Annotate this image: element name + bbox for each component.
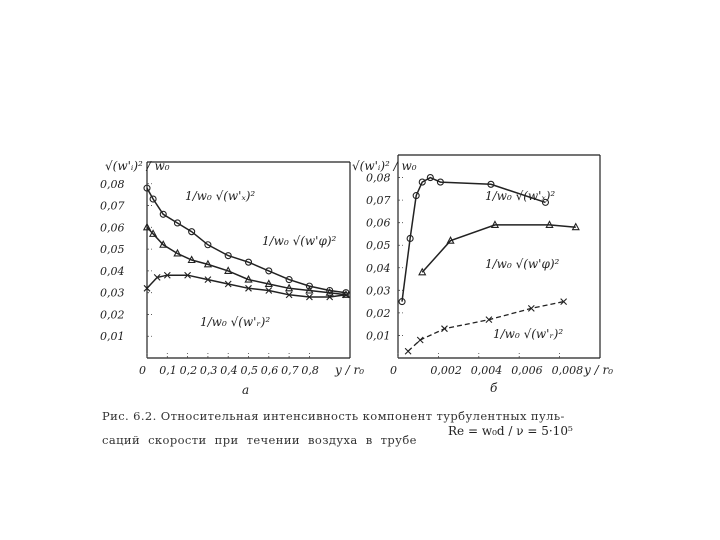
data-point-circle xyxy=(244,258,253,266)
data-point-triangle xyxy=(142,222,152,231)
x-tick-label: 0,002 xyxy=(430,364,462,377)
y-tick-label: 0,02 xyxy=(100,308,125,321)
x-tick-label: 0,6 xyxy=(261,364,279,377)
data-point-circle xyxy=(224,252,232,260)
y-tick-label: 0,05 xyxy=(366,239,391,252)
panel-b-series-r-label: 1/w₀ √(w'ᵣ)² xyxy=(493,327,563,341)
data-point-circle xyxy=(426,174,434,182)
series-line xyxy=(407,300,564,352)
panel-b-series-phi-label: 1/w₀ √(w'φ)² xyxy=(485,257,560,271)
panel-b-xlabel: y / r₀ xyxy=(583,363,613,377)
data-point-circle xyxy=(541,198,550,206)
series-line xyxy=(146,226,346,296)
series-line xyxy=(401,176,546,302)
x-tick-label: 0,5 xyxy=(241,364,259,377)
panel-a-xlabel: y / r₀ xyxy=(334,363,364,377)
data-point-circle xyxy=(143,184,151,192)
data-point-circle xyxy=(285,276,293,284)
y-tick-label: 0,03 xyxy=(100,287,125,300)
y-tick-label: 0,04 xyxy=(366,262,391,275)
y-tick-label: 0,03 xyxy=(366,284,391,297)
data-point-circle xyxy=(204,241,212,249)
x-tick-label: 0,1 xyxy=(159,364,177,377)
panel-a-series-phi-label: 1/w₀ √(w'φ)² xyxy=(262,234,337,248)
data-point-circle xyxy=(173,219,181,227)
x-tick-label: 0,4 xyxy=(220,364,238,377)
data-point-circle xyxy=(159,210,167,218)
x-tick-label: 0 xyxy=(139,364,146,377)
y-tick-label: 0,04 xyxy=(100,265,125,278)
panel-b-ylabel: √(w'ᵢ)² / w₀ xyxy=(352,159,417,173)
series-line xyxy=(146,187,347,294)
y-tick-label: 0,02 xyxy=(366,307,391,320)
series-line xyxy=(421,224,576,273)
panel-a: √(w'ᵢ)² / w₀ y / r₀ a 0,08 0,07 0,06 0,05 0,… xyxy=(100,159,364,397)
panel-b-series-x-label: 1/w₀ √(w'ₓ)² xyxy=(485,189,555,203)
caption-line-1: Рис. 6.2. Относительная интенсивность ко… xyxy=(102,409,565,423)
figure-caption: Рис. 6.2. Относительная интенсивность ко… xyxy=(102,404,622,452)
data-point-triangle xyxy=(148,229,158,237)
panel-a-series-x-label: 1/w₀ √(w'ₓ)² xyxy=(185,189,255,203)
y-tick-label: 0,07 xyxy=(366,194,391,207)
data-point-circle xyxy=(418,178,426,186)
data-point-circle xyxy=(149,195,157,203)
caption-line-2: саций скорости при течении воздуха в тру… xyxy=(102,433,417,447)
data-point-triangle xyxy=(418,267,427,276)
x-tick-label: 0,7 xyxy=(281,364,299,377)
panel-b: √(w'ᵢ)² / w₀ y / r₀ б 0,08 0,07 0,06 0,05 0,… xyxy=(352,154,613,395)
y-tick-label: 0,05 xyxy=(100,243,125,256)
y-tick-label: 0,08 xyxy=(100,178,125,191)
data-point-circle xyxy=(188,228,196,236)
panel-a-label: a xyxy=(242,383,249,397)
x-tick-label: 0,2 xyxy=(180,364,198,377)
panel-a-ylabel: √(w'ᵢ)² / w₀ xyxy=(105,159,170,173)
series-line xyxy=(146,274,347,298)
y-tick-label: 0,01 xyxy=(366,329,391,342)
y-tick-label: 0,06 xyxy=(366,217,391,230)
x-tick-label: 0,008 xyxy=(552,364,584,377)
x-tick-label: 0,8 xyxy=(301,364,319,377)
y-tick-label: 0,01 xyxy=(100,330,125,343)
y-tick-label: 0,08 xyxy=(366,172,391,185)
panel-b-label: б xyxy=(490,381,498,395)
reynolds-formula: Re = w₀d / ν = 5·10⁵ xyxy=(448,424,573,438)
data-point-circle xyxy=(265,267,273,275)
data-point-cross xyxy=(560,298,568,305)
x-tick-label: 0 xyxy=(390,364,397,377)
y-tick-label: 0,06 xyxy=(100,221,125,234)
panel-a-series-r-label: 1/w₀ √(w'ᵣ)² xyxy=(200,315,270,329)
x-tick-label: 0,3 xyxy=(200,364,218,377)
y-tick-label: 0,07 xyxy=(100,200,125,213)
x-tick-label: 0,004 xyxy=(471,364,503,377)
x-tick-label: 0,006 xyxy=(511,364,543,377)
data-point-triangle xyxy=(159,240,168,248)
